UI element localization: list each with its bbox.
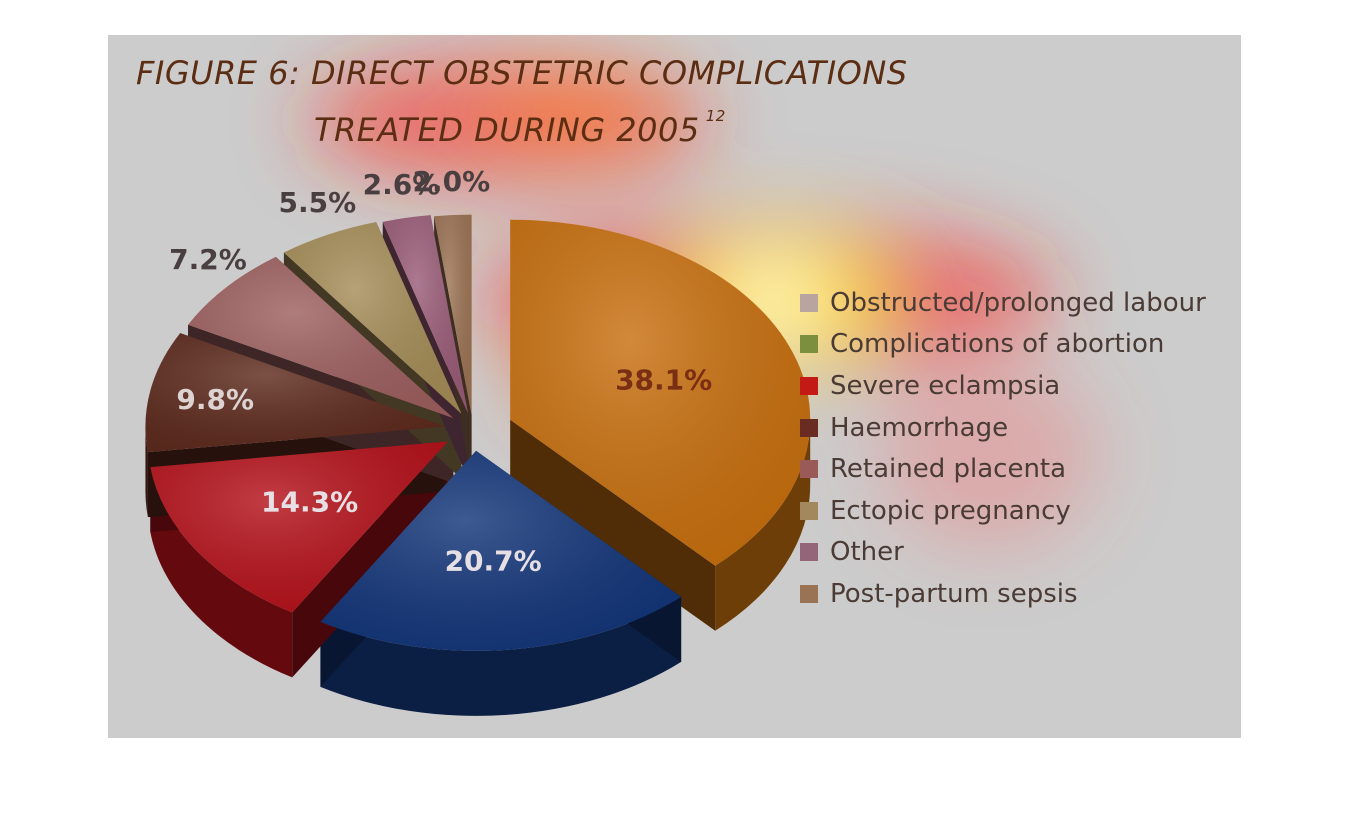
legend-swatch — [800, 460, 818, 479]
legend-item: Obstructed/prolonged labour — [800, 282, 1206, 324]
slice-value-label: 2.6% — [363, 168, 441, 201]
slice-value-label: 14.3% — [261, 485, 358, 518]
legend-swatch — [800, 584, 818, 603]
pie-slice-shine — [188, 256, 454, 419]
legend-label: Ectopic pregnancy — [830, 495, 1071, 526]
legend-label: Obstructed/prolonged labour — [830, 287, 1206, 318]
legend-label: Other — [830, 537, 904, 568]
legend-label: Haemorrhage — [830, 412, 1009, 443]
legend-swatch — [800, 335, 818, 354]
legend-item: Severe eclampsia — [800, 365, 1206, 407]
slice-value-label: 9.8% — [176, 383, 254, 416]
legend: Obstructed/prolonged labour Complication… — [800, 282, 1206, 615]
legend-item: Retained placenta — [800, 448, 1206, 490]
pie-slice-wall — [715, 419, 811, 631]
legend-swatch — [800, 293, 818, 312]
pie-slice-wall — [145, 426, 148, 518]
legend-item: Ectopic pregnancy — [800, 490, 1206, 532]
chart-title-line-2: TREATED DURING 2005 12 — [314, 107, 726, 149]
chart-title: FIGURE 6: DIRECT OBSTETRIC COMPLICATIONS — [136, 54, 908, 92]
pie-slice-shine — [150, 441, 448, 613]
pie-tops — [145, 214, 811, 651]
title-superscript: 12 — [705, 107, 726, 125]
pie-slice-side — [510, 419, 716, 631]
slice-value-label: 20.7% — [445, 544, 542, 577]
pie-slice-shine — [510, 219, 811, 566]
pie-slice-shine — [283, 221, 462, 414]
legend-swatch — [800, 501, 818, 520]
legend-item: Post-partum sepsis — [800, 573, 1206, 615]
pie-slice-shine — [320, 450, 682, 651]
legend-label: Post-partum sepsis — [830, 578, 1078, 609]
slice-value-label: 2.0% — [412, 165, 490, 198]
pie-chart: 38.1% 20.7% 14.3% 9.8% 7.2% 5.5%2.6%2.0% — [145, 165, 811, 716]
pie-slice-wall — [320, 596, 682, 716]
legend-label: Retained placenta — [830, 454, 1067, 485]
legend-swatch — [800, 418, 818, 437]
slice-value-label: 38.1% — [615, 363, 712, 396]
legend-item: Other — [800, 532, 1206, 574]
pie-slice-wall — [150, 467, 293, 678]
slice-value-label: 5.5% — [279, 186, 357, 219]
legend-swatch — [800, 376, 818, 395]
legend-item: Haemorrhage — [800, 407, 1206, 449]
pie-slice-shine — [434, 214, 472, 415]
chart-panel: 38.1% 20.7% 14.3% 9.8% 7.2% 5.5% 2.6% 2.0% — [108, 35, 1241, 738]
legend-label: Severe eclampsia — [830, 370, 1061, 401]
legend-label: Complications of abortion — [830, 329, 1165, 360]
slice-value-label: 7.2% — [169, 243, 247, 276]
pie-slice-shine — [382, 215, 469, 414]
legend-item: Complications of abortion — [800, 324, 1206, 366]
legend-swatch — [800, 543, 818, 562]
pie-slice-shine — [145, 333, 446, 453]
pie-labels: 38.1% 20.7% 14.3% 9.8% 7.2% 5.5%2.6%2.0% — [169, 165, 712, 577]
